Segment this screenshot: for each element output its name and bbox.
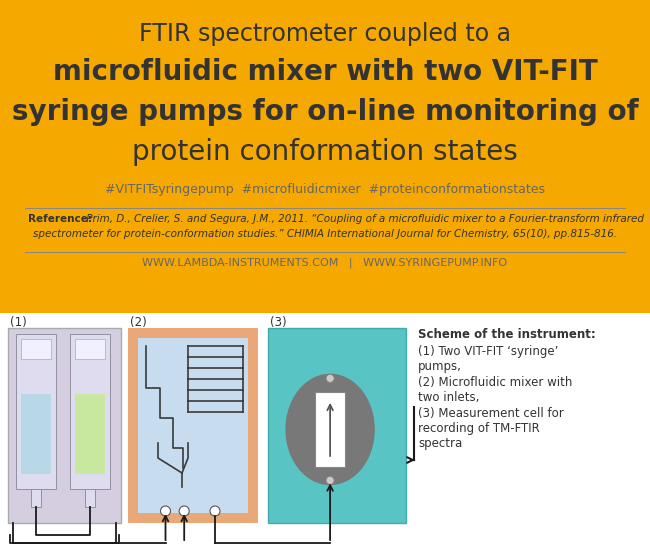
Text: (2) Microfluidic mixer with: (2) Microfluidic mixer with [418,376,573,389]
Text: Scheme of the instrument:: Scheme of the instrument: [418,328,596,341]
Text: (3) Measurement cell for: (3) Measurement cell for [418,407,564,420]
Bar [85,489,95,507]
Text: WWW.LAMBDA-INSTRUMENTS.COM   |   WWW.SYRINGEPUMP.INFO: WWW.LAMBDA-INSTRUMENTS.COM | WWW.SYRINGE… [142,258,508,269]
Text: microfluidic mixer with two VIT-FIT: microfluidic mixer with two VIT-FIT [53,58,597,86]
Text: two inlets,: two inlets, [418,391,480,404]
Text: spectrometer for protein-conformation studies.” CHIMIA International Journal for: spectrometer for protein-conformation st… [33,229,617,239]
Bar [0,313,650,545]
Circle shape [326,374,334,383]
Text: (3): (3) [270,316,287,329]
Circle shape [326,476,334,485]
Bar [315,392,345,467]
Text: (1): (1) [10,316,27,329]
Bar [31,489,41,507]
Bar [8,328,121,523]
Bar [75,394,105,474]
Text: pumps,: pumps, [418,360,462,373]
Circle shape [161,506,170,516]
Text: syringe pumps for on-line monitoring of: syringe pumps for on-line monitoring of [12,98,638,126]
Bar [70,334,110,489]
Text: spectra: spectra [418,437,462,450]
Text: (1) Two VIT-FIT ‘syringe’: (1) Two VIT-FIT ‘syringe’ [418,345,558,358]
Text: protein conformation states: protein conformation states [132,138,518,166]
Bar [0,0,650,313]
Ellipse shape [286,374,374,485]
Text: Prim, D., Crelier, S. and Segura, J.M., 2011. “Coupling of a microfluidic mixer : Prim, D., Crelier, S. and Segura, J.M., … [83,214,644,224]
Text: Reference:: Reference: [28,214,92,224]
Bar [75,339,105,359]
Text: FTIR spectrometer coupled to a: FTIR spectrometer coupled to a [139,22,511,46]
Bar [21,339,51,359]
Text: recording of TM-FTIR: recording of TM-FTIR [418,422,540,435]
Text: #VITFITsyringepump  #microfluidicmixer  #proteinconformationstates: #VITFITsyringepump #microfluidicmixer #p… [105,183,545,196]
Bar [21,394,51,474]
Bar [138,338,248,513]
Bar [128,328,258,523]
Bar [268,328,406,523]
Circle shape [179,506,189,516]
Text: (2): (2) [130,316,147,329]
Circle shape [210,506,220,516]
Bar [16,334,56,489]
